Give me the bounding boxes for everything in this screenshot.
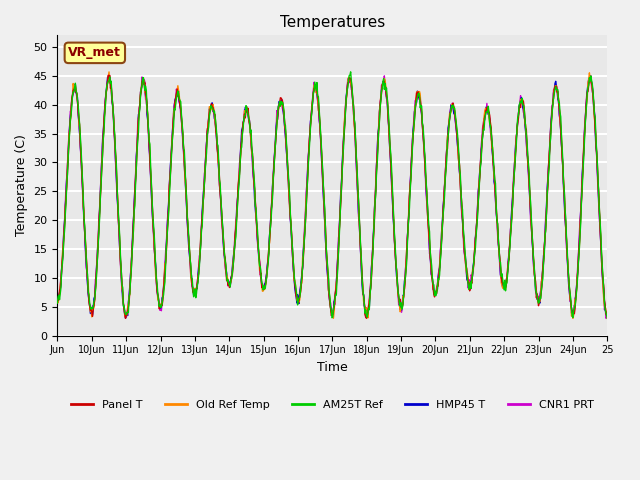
Title: Temperatures: Temperatures [280, 15, 385, 30]
Y-axis label: Temperature (C): Temperature (C) [15, 134, 28, 237]
X-axis label: Time: Time [317, 361, 348, 374]
Legend: Panel T, Old Ref Temp, AM25T Ref, HMP45 T, CNR1 PRT: Panel T, Old Ref Temp, AM25T Ref, HMP45 … [67, 395, 598, 414]
Text: VR_met: VR_met [68, 47, 121, 60]
